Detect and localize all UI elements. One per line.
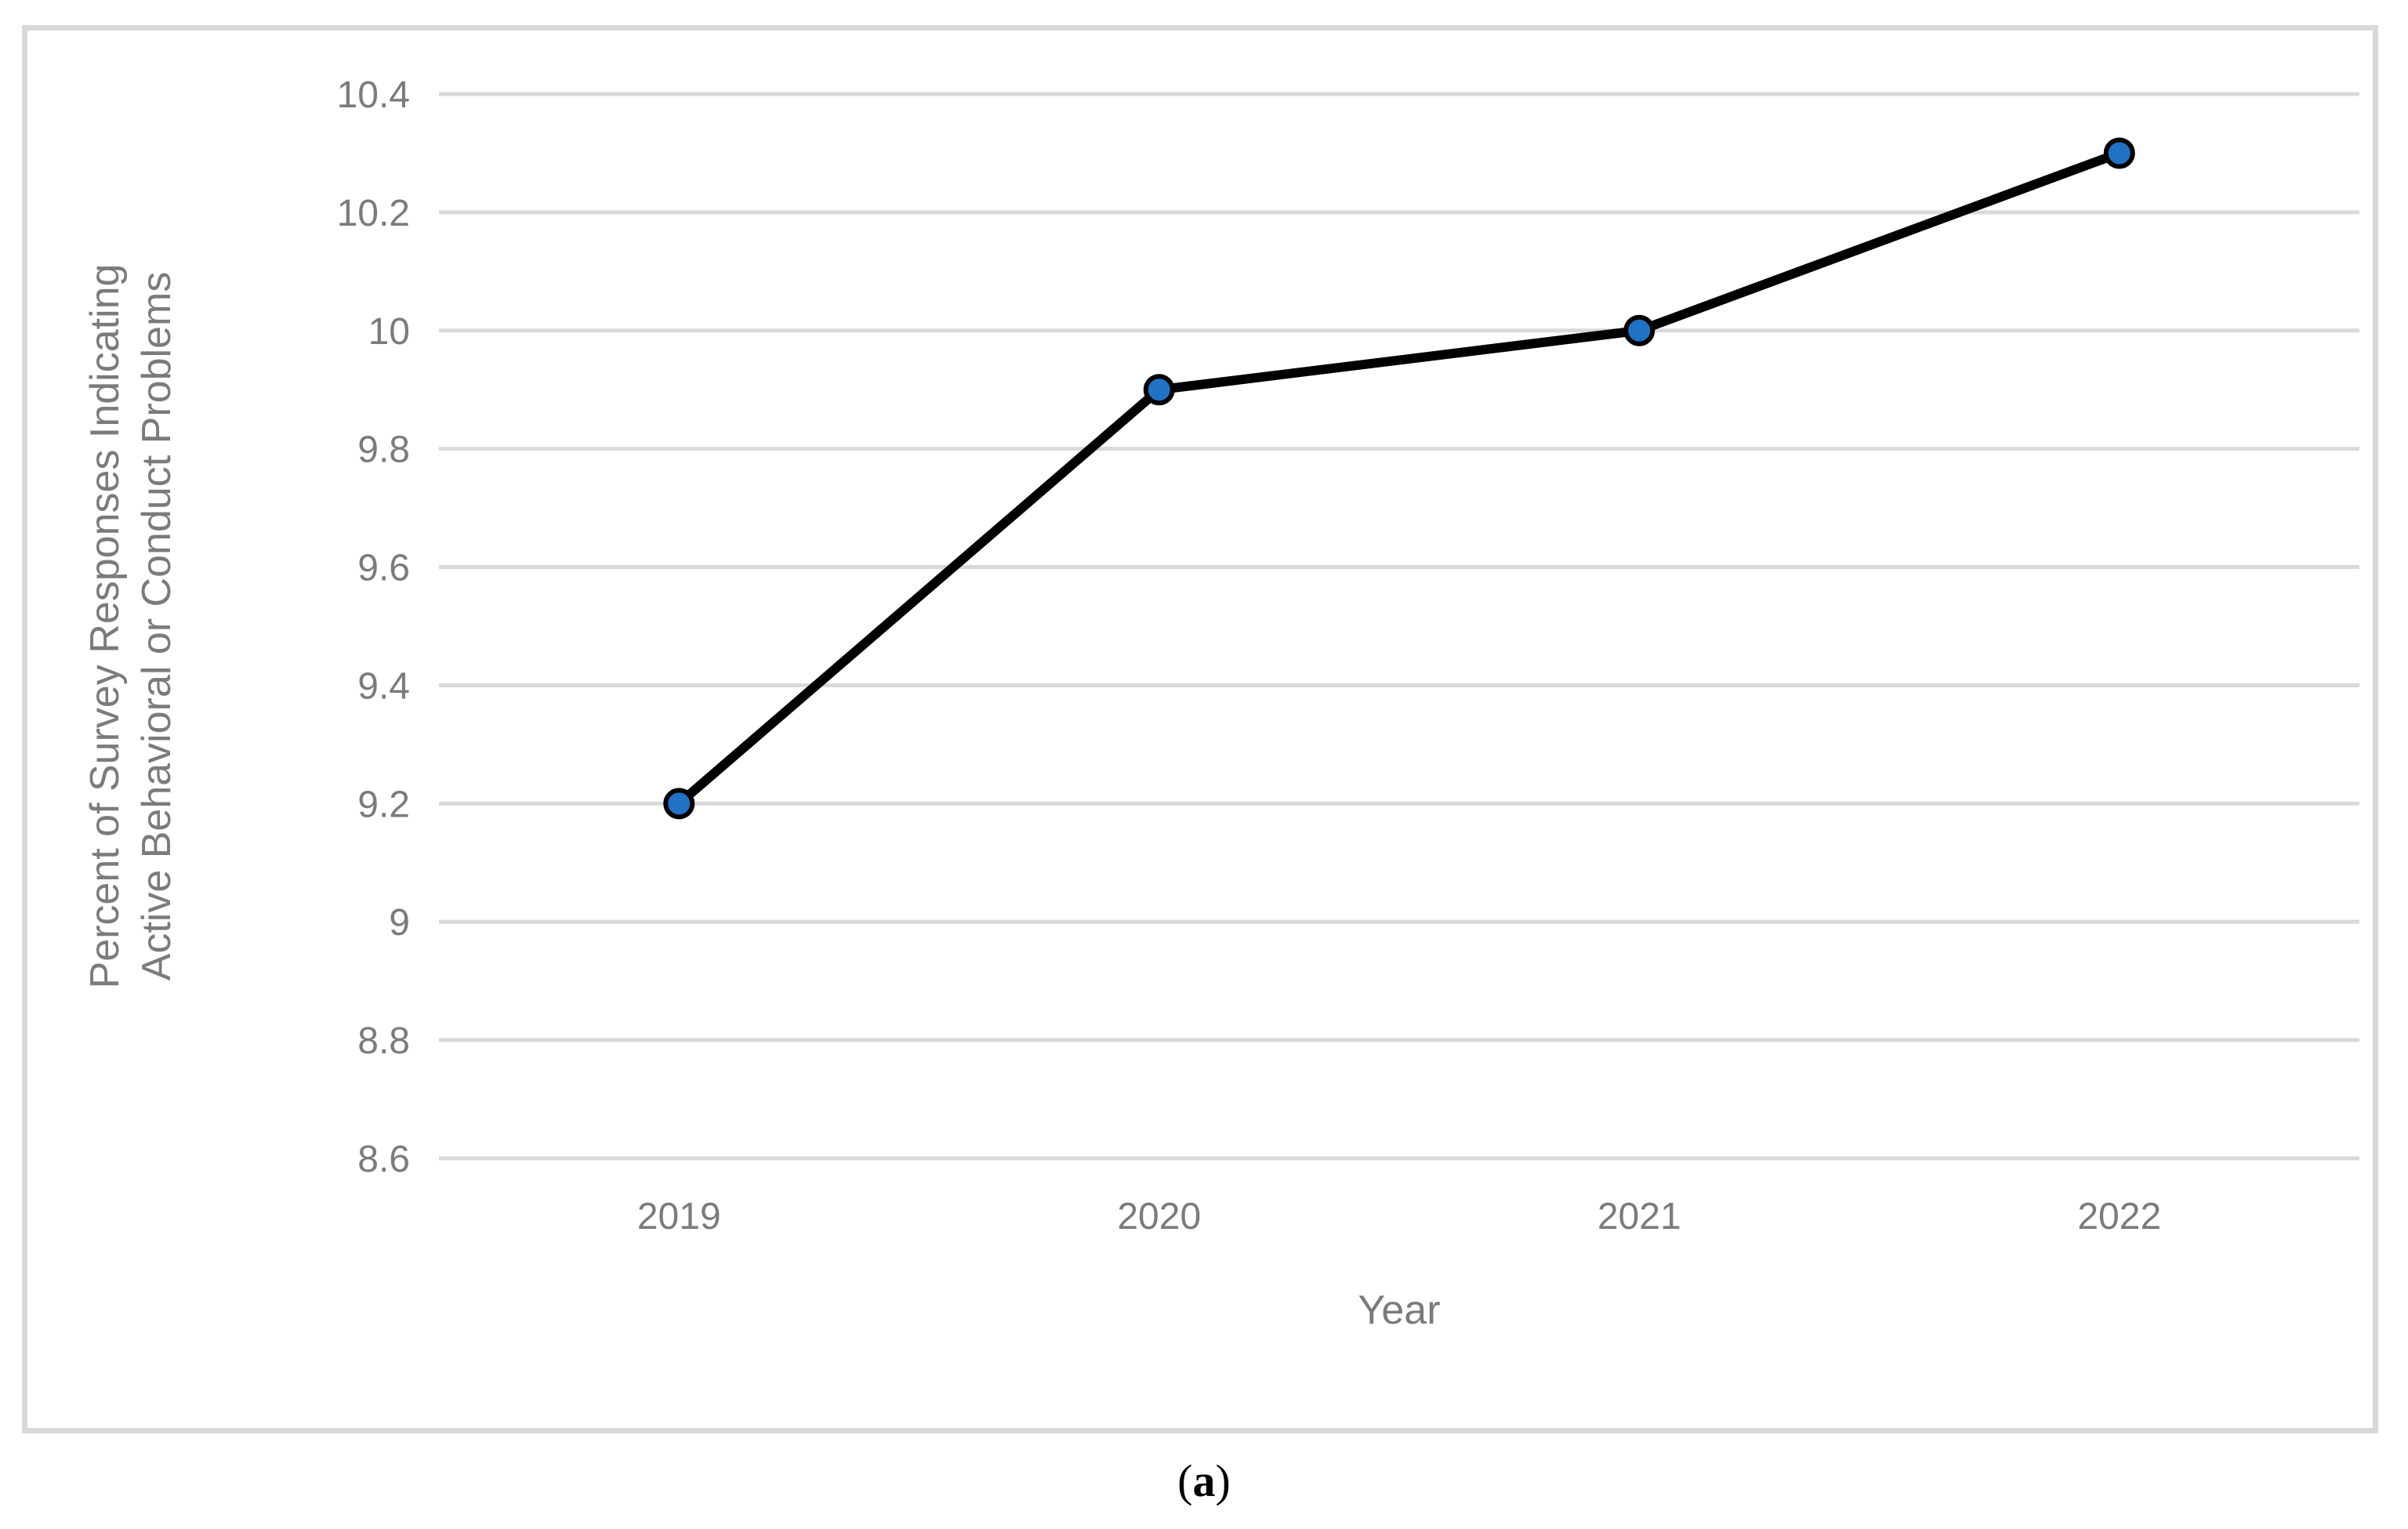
y-tick-label: 8.6 bbox=[357, 1139, 410, 1180]
y-tick-label: 9.6 bbox=[357, 548, 410, 589]
y-tick-label: 9.4 bbox=[357, 665, 410, 707]
x-axis-title: Year bbox=[1358, 1288, 1441, 1333]
y-tick-label: 8.8 bbox=[357, 1020, 410, 1062]
caption-paren-open: ( bbox=[1177, 1455, 1193, 1506]
caption-letter: a bbox=[1192, 1455, 1216, 1506]
y-axis-title-line2: Active Behavioral or Conduct Problems bbox=[134, 271, 180, 981]
y-axis-title-line1: Percent of Survey Responses Indicating bbox=[82, 263, 128, 989]
x-tick-label: 2020 bbox=[1117, 1196, 1201, 1237]
data-point-marker bbox=[2103, 137, 2135, 169]
y-tick-label: 9.8 bbox=[357, 429, 410, 471]
y-tick-label: 9 bbox=[389, 902, 410, 944]
y-tick-label: 10.4 bbox=[337, 74, 410, 116]
figure-caption: (a) bbox=[0, 1455, 2408, 1507]
x-tick-label: 2021 bbox=[1597, 1196, 1681, 1237]
y-axis-title: Percent of Survey Responses Indicating A… bbox=[79, 38, 183, 1214]
x-tick-label: 2022 bbox=[2077, 1196, 2161, 1237]
caption-paren-close: ) bbox=[1215, 1455, 1231, 1506]
data-point-marker bbox=[663, 788, 695, 820]
line-chart: 8.6 8.8 9 9.2 9.4 9.6 9.8 10 10.2 10.4 2019 2020 202… bbox=[337, 74, 2359, 1237]
data-point-marker bbox=[1623, 314, 1656, 346]
data-line bbox=[674, 148, 2124, 809]
y-tick-label: 9.2 bbox=[357, 784, 410, 825]
data-point-marker bbox=[1143, 374, 1175, 406]
y-tick-label: 10.2 bbox=[337, 193, 410, 234]
chart-frame: 8.6 8.8 9 9.2 9.4 9.6 9.8 10 10.2 10.4 2019 2020 202… bbox=[22, 25, 2378, 1433]
x-tick-label: 2019 bbox=[637, 1196, 721, 1237]
y-tick-label: 10 bbox=[368, 311, 410, 353]
